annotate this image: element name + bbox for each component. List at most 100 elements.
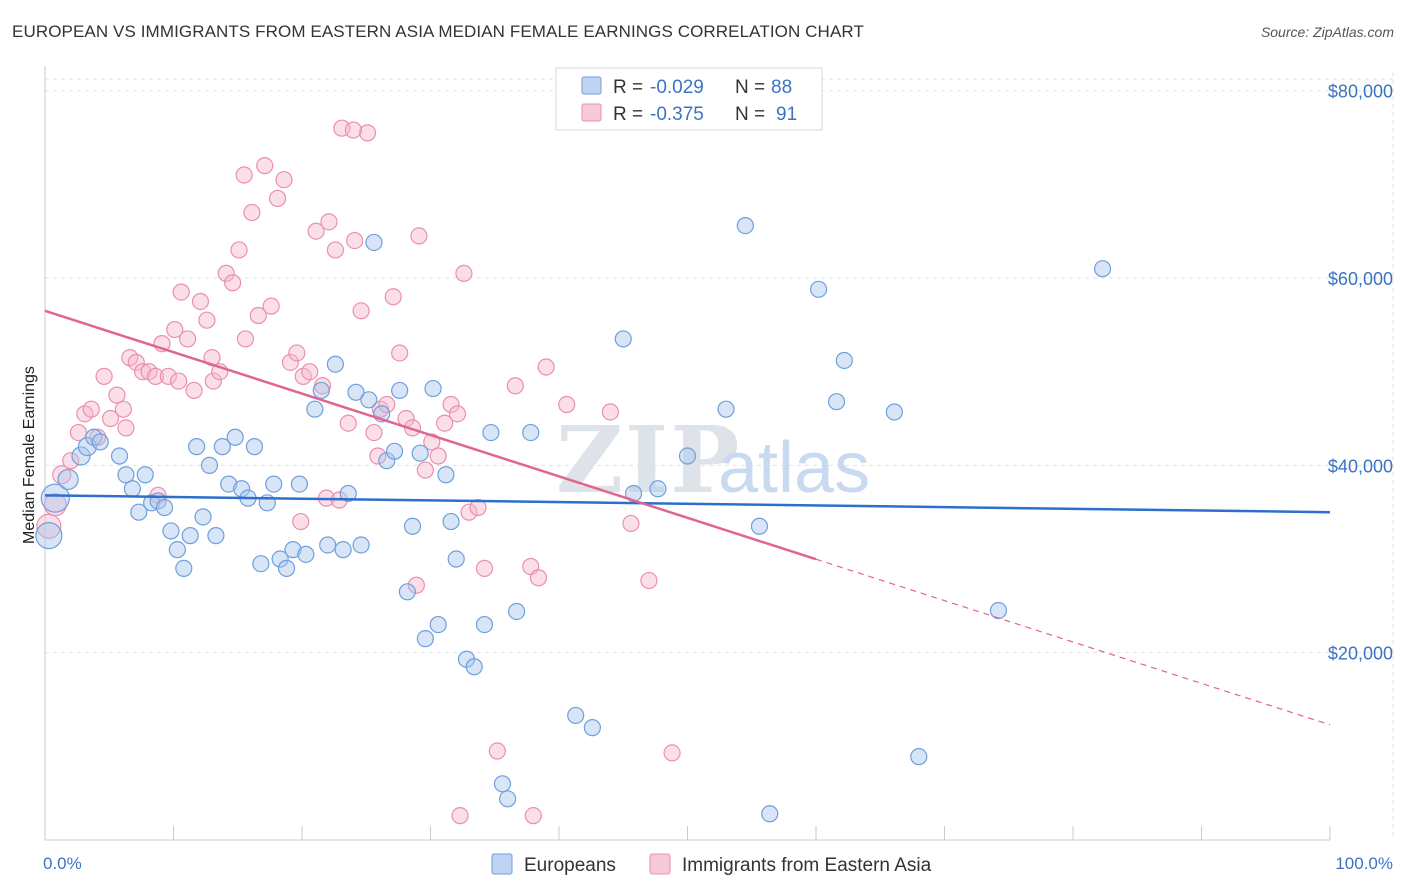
immigrants-point-83 (451, 807, 469, 825)
immigrants-point-65 (460, 503, 478, 521)
europeans-point-55 (424, 379, 442, 398)
immigrants-point-63 (448, 405, 467, 423)
immigrants-point-19 (166, 320, 184, 339)
europeans-point-80 (835, 351, 853, 370)
europeans-point-38 (312, 381, 330, 400)
europeans-point-1 (40, 483, 70, 513)
legend-n-label-1: N = (735, 77, 765, 98)
immigrants-point-64 (455, 264, 473, 282)
immigrants-point-14 (134, 363, 152, 381)
europeans-point-28 (245, 438, 264, 456)
immigrants-point-84 (524, 807, 542, 825)
europeans-point-45 (360, 391, 378, 409)
y-axis-label: Median Female Earnings (21, 366, 38, 544)
legend-swatch-pink (581, 103, 602, 122)
immigrants-point-11 (114, 400, 132, 418)
immigrants-point-60 (429, 447, 447, 465)
europeans-point-23 (213, 438, 231, 456)
europeans-point-36 (297, 545, 315, 563)
immigrants-point-13 (127, 353, 145, 371)
immigrants-point-77 (663, 744, 681, 762)
europeans-point-64 (493, 775, 512, 793)
immigrants-point-35 (268, 189, 287, 208)
legend-n-value-2: 91 (776, 104, 797, 125)
europeans-point-16 (168, 541, 186, 559)
trend-line-immigrants-extension (815, 558, 1331, 726)
y-tick-label-60000: $60,000 (1328, 269, 1393, 289)
bottom-legend-swatch-pink (649, 853, 671, 875)
y-tick-label-40000: $40,000 (1328, 456, 1393, 476)
immigrants-point-89 (170, 372, 188, 390)
immigrants-point-8 (95, 367, 113, 385)
immigrants-point-16 (146, 367, 165, 385)
immigrants-point-10 (108, 386, 126, 404)
europeans-point-17 (175, 559, 193, 577)
immigrants-point-54 (391, 344, 409, 362)
bottom-legend-immigrants: Immigrants from Eastern Asia (682, 855, 932, 876)
immigrants-point-41 (307, 222, 325, 240)
europeans-point-3 (71, 446, 91, 466)
legend-r-label-1: R = (613, 77, 643, 98)
europeans-point-35 (290, 475, 309, 493)
legend-r-label-2: R = (613, 104, 643, 125)
immigrants-point-50 (365, 423, 383, 442)
legend-n-value-1: 88 (771, 77, 792, 98)
europeans-point-69 (583, 719, 602, 737)
europeans-point-43 (347, 383, 365, 401)
gridlines (45, 72, 1394, 840)
europeans-point-32 (271, 550, 289, 568)
immigrants-point-9 (101, 409, 120, 428)
europeans-point-34 (284, 541, 302, 559)
europeans-point-37 (306, 400, 324, 418)
europeans-point-7 (110, 447, 129, 465)
immigrants-point-30 (236, 330, 255, 348)
europeans-point-0 (35, 522, 63, 550)
immigrants-point-49 (358, 124, 377, 142)
immigrants-point-20 (172, 283, 190, 301)
europeans-point-8 (117, 466, 135, 484)
legend-r-value-2: -0.375 (650, 104, 704, 125)
bottom-legend: Europeans Immigrants from Eastern Asia (491, 853, 932, 876)
europeans-point-24 (220, 475, 238, 493)
immigrants-point-27 (217, 264, 235, 282)
immigrants-point-31 (243, 203, 261, 222)
europeans-point-20 (194, 508, 212, 526)
y-tick-label-20000: $20,000 (1328, 644, 1393, 664)
immigrants-point-2 (52, 465, 72, 485)
immigrants-point-1 (43, 493, 67, 517)
trend-lines (44, 309, 1331, 726)
europeans-point-9 (123, 480, 141, 498)
europeans-point-54 (416, 630, 434, 648)
immigrants-point-7 (89, 428, 107, 446)
immigrants-point-71 (529, 569, 548, 587)
europeans-point-75 (736, 217, 754, 235)
immigrants-point-43 (320, 213, 338, 231)
europeans-point-22 (207, 527, 225, 545)
immigrants-point-81 (369, 447, 387, 465)
europeans-point-44 (352, 536, 370, 554)
bottom-legend-swatch-blue (491, 853, 513, 875)
legend-r-value-1: -0.029 (650, 77, 704, 98)
europeans-point-57 (437, 466, 455, 484)
immigrants-point-29 (230, 241, 248, 259)
europeans-point-79 (827, 393, 846, 411)
europeans-point-77 (761, 805, 779, 823)
europeans-point-74 (717, 400, 735, 418)
europeans-point-41 (334, 541, 352, 559)
europeans-point-51 (398, 583, 416, 601)
europeans-point-21 (200, 456, 219, 474)
immigrants-point-74 (601, 403, 620, 421)
europeans-point-53 (411, 444, 429, 462)
europeans-point-12 (143, 494, 161, 512)
immigrants-point-90 (117, 419, 135, 437)
europeans-point-10 (130, 503, 148, 521)
europeans-point-81 (885, 403, 903, 421)
immigrants-point-6 (82, 400, 100, 418)
europeans-point-82 (910, 748, 928, 766)
europeans-point-84 (1093, 260, 1112, 278)
x-tick-labels: 0.0% 100.0% (43, 854, 1393, 873)
immigrants-point-40 (301, 363, 319, 381)
immigrants-point-36 (275, 171, 293, 189)
immigrants-point-61 (436, 414, 454, 432)
